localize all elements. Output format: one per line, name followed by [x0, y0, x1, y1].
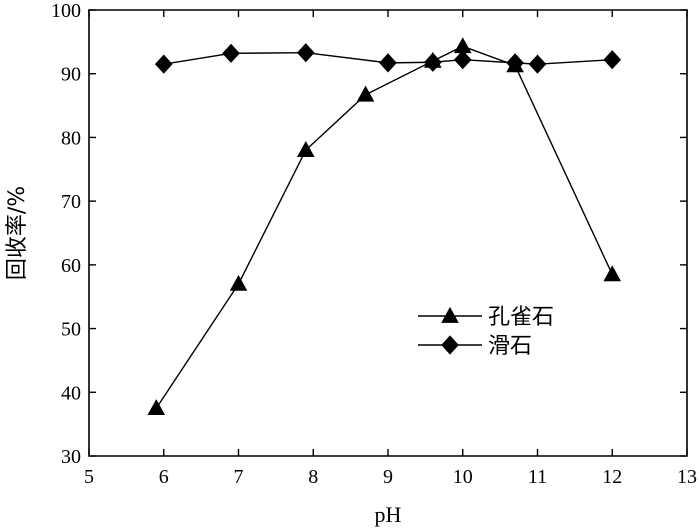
x-tick-label: 6 — [159, 466, 169, 488]
data-point-diamond — [424, 52, 442, 72]
data-point-diamond — [528, 54, 547, 74]
y-tick-label: 60 — [61, 255, 81, 277]
data-point-diamond — [154, 54, 173, 74]
y-tick-label: 90 — [61, 64, 81, 86]
y-axis-ticks: 30 40 50 60 70 80 90 100 — [51, 0, 687, 468]
x-tick-label: 12 — [602, 466, 622, 488]
y-tick-label: 80 — [61, 127, 81, 149]
x-tick-label: 11 — [528, 466, 547, 488]
plot-frame — [88, 9, 688, 457]
series-malachite — [147, 37, 622, 416]
y-tick-label: 30 — [61, 446, 81, 468]
legend-label-malachite: 孔雀石 — [488, 305, 554, 330]
x-tick-label: 5 — [84, 466, 94, 488]
y-tick-label: 40 — [61, 382, 81, 404]
y-axis-title: 回收率/% — [5, 186, 30, 280]
x-tick-label: 9 — [383, 466, 393, 488]
data-point-triangle — [603, 265, 622, 282]
data-point-diamond — [506, 53, 524, 73]
y-tick-label: 50 — [61, 319, 81, 341]
data-point-triangle — [147, 399, 166, 416]
series-layer — [147, 37, 622, 416]
legend-item-talc: 滑石 — [418, 334, 532, 359]
legend-marker-triangle — [441, 306, 459, 323]
x-axis-ticks: 5 6 7 8 9 10 11 12 13 — [84, 10, 697, 488]
data-point-triangle — [356, 85, 375, 102]
legend-item-malachite: 孔雀石 — [418, 305, 554, 330]
x-tick-label: 10 — [453, 466, 473, 488]
x-axis-title: pH — [375, 502, 402, 527]
data-point-triangle — [229, 274, 248, 291]
legend-marker-diamond — [441, 335, 459, 355]
y-tick-label: 70 — [61, 191, 81, 213]
series-talc — [154, 43, 622, 74]
data-point-triangle — [453, 37, 472, 54]
data-point-diamond — [296, 43, 315, 63]
data-point-diamond — [222, 43, 240, 63]
x-tick-label: 13 — [677, 466, 697, 488]
data-point-diamond — [603, 50, 622, 70]
data-point-diamond — [379, 53, 397, 73]
legend-label-talc: 滑石 — [488, 334, 532, 359]
x-tick-label: 8 — [308, 466, 318, 488]
x-tick-label: 7 — [234, 466, 244, 488]
axes — [88, 9, 688, 457]
y-tick-label: 100 — [51, 0, 81, 22]
data-point-triangle — [296, 141, 315, 158]
series-line — [155, 45, 613, 409]
data-point-diamond — [453, 50, 472, 70]
legend: 孔雀石 滑石 — [418, 305, 554, 359]
